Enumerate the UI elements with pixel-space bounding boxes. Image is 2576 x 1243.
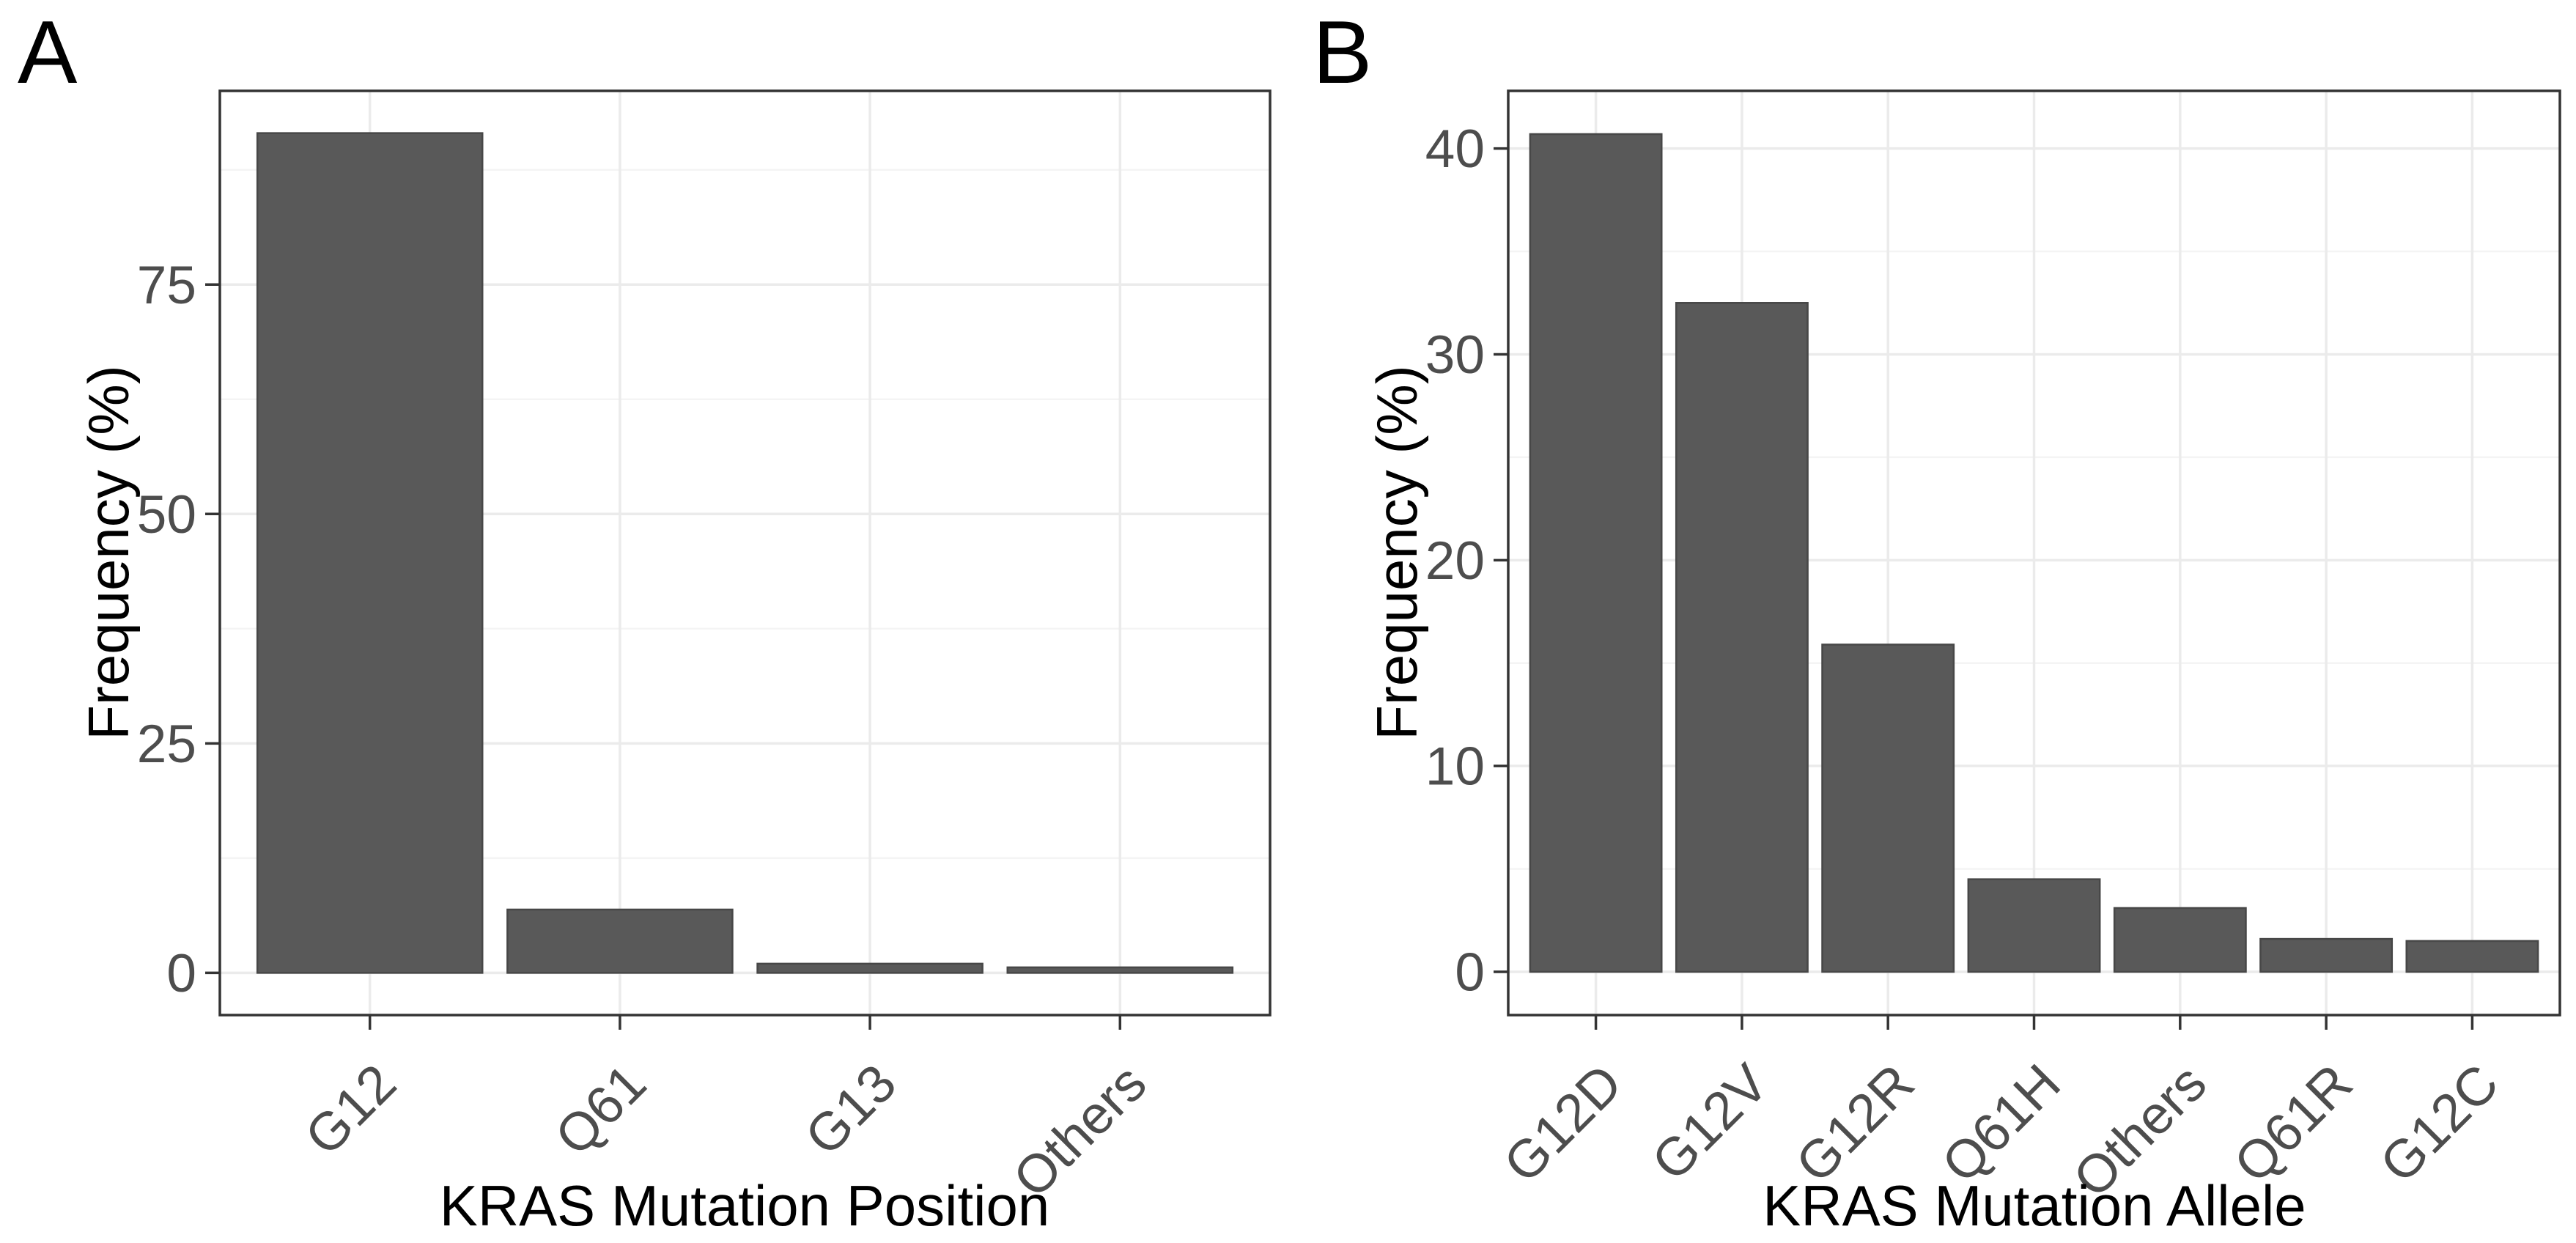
x-tick-label-g12c: G12C	[2369, 1053, 2510, 1194]
panel-label-a: A	[18, 2, 78, 102]
y-tick-label: 30	[1425, 325, 1485, 385]
bar-q61	[506, 908, 734, 974]
y-tick-label: 50	[137, 485, 196, 545]
y-tick-label: 0	[166, 944, 196, 1003]
bar-g12v	[1675, 302, 1809, 973]
x-tick-label-g13: G13	[794, 1053, 908, 1167]
bar-g12	[256, 132, 484, 974]
y-tick-label: 75	[137, 256, 196, 315]
y-tick-label: 40	[1425, 119, 1485, 179]
y-tick-label: 10	[1425, 737, 1485, 797]
y-tick-label: 20	[1425, 531, 1485, 591]
x-tick-label-q61: Q61	[544, 1053, 657, 1167]
y-tick-label: 25	[137, 715, 196, 774]
x-tick-label-g12d: G12D	[1493, 1053, 1634, 1194]
bar-others	[1006, 966, 1234, 974]
bar-q61h	[1967, 878, 2101, 973]
x-axis-title-panel-a: KRAS Mutation Position	[439, 1173, 1050, 1238]
bar-others	[2113, 907, 2247, 973]
y-axis-title-panel-a: Frequency (%)	[76, 365, 141, 740]
x-tick-label-g12: G12	[294, 1053, 407, 1167]
bar-q61r	[2259, 937, 2394, 973]
x-axis-title-panel-b: KRAS Mutation Allele	[1763, 1173, 2306, 1238]
x-tick-label-g12v: G12V	[1641, 1053, 1779, 1192]
panel-label-b: B	[1313, 2, 1373, 102]
bar-g13	[756, 962, 983, 974]
bar-g12r	[1821, 643, 1955, 973]
y-axis-title-panel-b: Frequency (%)	[1365, 365, 1429, 740]
bar-g12d	[1529, 133, 1663, 973]
panel-border	[218, 89, 1272, 1017]
bar-g12c	[2405, 940, 2539, 973]
y-tick-label: 0	[1455, 943, 1485, 1003]
